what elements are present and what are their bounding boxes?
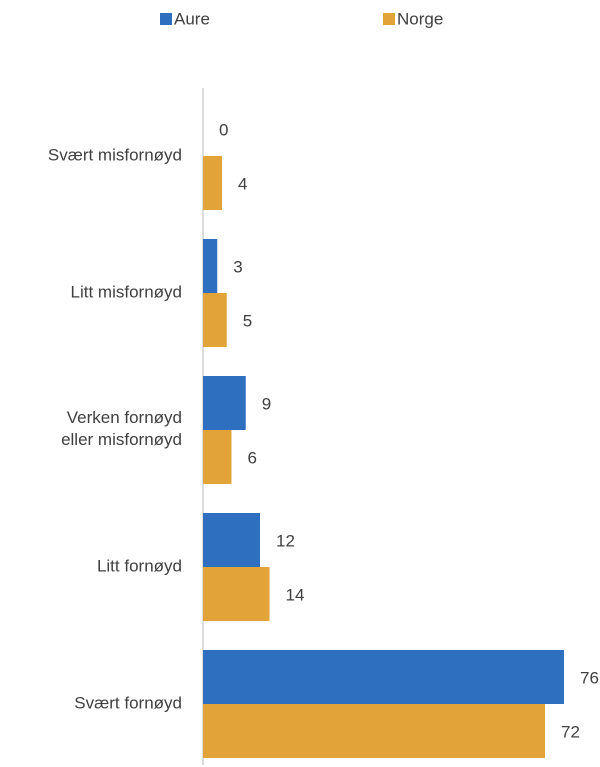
bar	[203, 293, 227, 347]
value-label: 72	[561, 722, 580, 741]
bar	[203, 430, 232, 484]
bar	[203, 567, 270, 621]
legend-label: Norge	[397, 9, 443, 28]
value-label: 6	[248, 448, 257, 467]
legend-swatch	[160, 13, 172, 25]
value-label: 12	[276, 531, 295, 550]
value-label: 4	[238, 174, 247, 193]
category-label: Svært fornøyd	[74, 693, 182, 712]
bar	[203, 704, 545, 758]
bar	[203, 239, 218, 293]
category-label: Verken fornøyd eller misfornøyd	[61, 408, 182, 449]
bar	[203, 376, 246, 430]
value-label: 0	[219, 120, 228, 139]
bar	[203, 513, 260, 567]
category-label: Litt fornøyd	[97, 556, 182, 575]
legend-label: Aure	[174, 9, 210, 28]
category-label: Litt misfornøyd	[71, 282, 182, 301]
category-label: Svært misfornøyd	[48, 145, 182, 164]
legend-swatch	[383, 13, 395, 25]
bar	[203, 650, 564, 704]
value-label: 3	[233, 257, 242, 276]
value-label: 5	[243, 311, 252, 330]
bar	[203, 156, 222, 210]
value-label: 76	[580, 668, 599, 687]
value-label: 14	[286, 585, 305, 604]
value-label: 9	[262, 394, 271, 413]
